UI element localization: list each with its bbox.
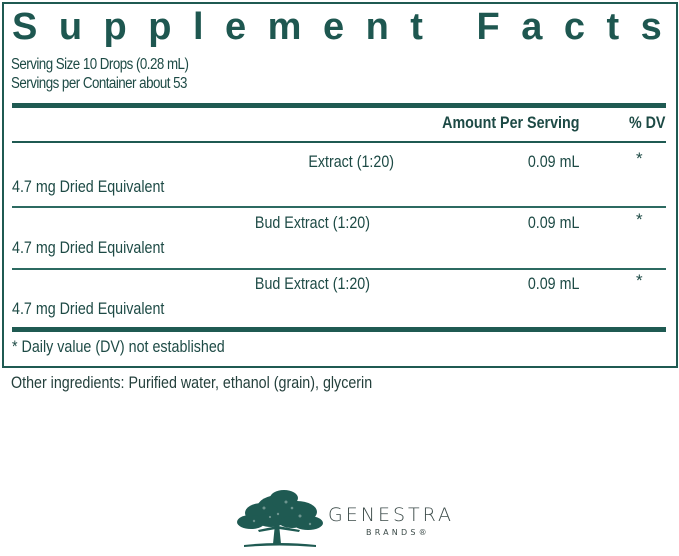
supplement-facts-panel (2, 2, 678, 368)
brand-subtitle: BRANDS® (366, 528, 430, 537)
ingredient-amount: 0.09 mL (527, 213, 579, 232)
header-percent-dv: % DV (628, 113, 665, 132)
header-divider (12, 141, 666, 143)
brand-name: GENESTRA (328, 504, 455, 526)
ingredient-name: Bud Extract (1:20) (254, 213, 370, 232)
thick-divider-top (12, 103, 666, 108)
ingredient-amount: 0.09 mL (527, 152, 579, 171)
ingredient-name: Bud Extract (1:20) (254, 274, 370, 293)
oak-tree-icon (237, 490, 323, 547)
ingredient-subtext: 4.7 mg Dried Equivalent (12, 299, 165, 318)
ingredient-dv: * (636, 271, 643, 290)
ingredient-name: Extract (1:20) (308, 152, 394, 171)
other-ingredients: Other ingredients: Purified water, ethan… (11, 373, 373, 392)
panel-title: Supplement Facts (12, 6, 679, 48)
thick-divider-bottom (12, 327, 666, 332)
dv-footnote: * Daily value (DV) not established (12, 337, 225, 356)
ingredient-amount: 0.09 mL (527, 274, 579, 293)
servings-per-container: Servings per Container about 53 (11, 75, 187, 92)
ingredient-dv: * (636, 149, 643, 168)
ingredient-dv: * (636, 210, 643, 229)
row-divider (12, 268, 666, 270)
header-amount-per-serving: Amount Per Serving (441, 113, 579, 132)
row-divider (12, 206, 666, 208)
brand-logo: GENESTRA BRANDS® (234, 486, 451, 552)
serving-size: Serving Size 10 Drops (0.28 mL) (11, 56, 189, 73)
ingredient-subtext: 4.7 mg Dried Equivalent (12, 238, 165, 257)
ingredient-subtext: 4.7 mg Dried Equivalent (12, 177, 165, 196)
